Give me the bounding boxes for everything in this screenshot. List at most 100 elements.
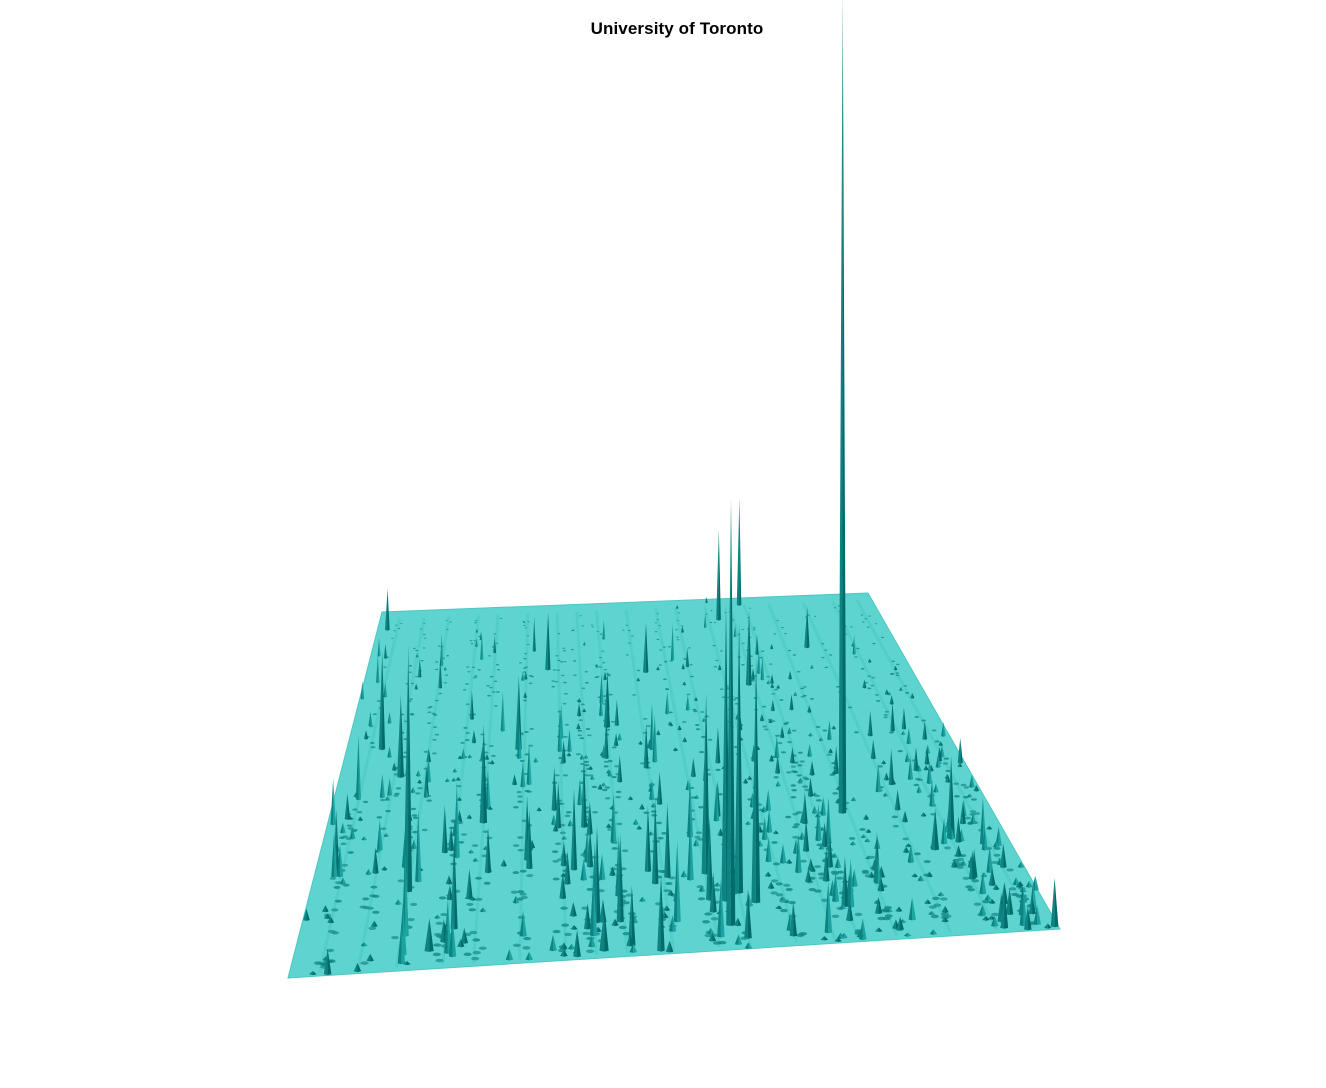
- spike-left-face: [489, 759, 493, 765]
- spike-left-face: [760, 655, 763, 681]
- surface-bump: [792, 654, 797, 656]
- spike-left-face: [938, 741, 941, 747]
- spike-left-face: [567, 819, 571, 827]
- surface-bump: [776, 620, 780, 622]
- surface-bump: [493, 633, 497, 635]
- spike-left-face: [787, 727, 790, 735]
- spike-right-face: [459, 810, 463, 823]
- spike-left-face: [480, 746, 483, 761]
- spike-right-face: [667, 691, 670, 715]
- surface-bump: [489, 675, 494, 678]
- spike-right-face: [900, 916, 904, 931]
- spike-left-face: [615, 835, 619, 897]
- spike-right-face: [583, 755, 587, 828]
- surface-bump: [524, 789, 531, 793]
- spike-left-face: [627, 796, 631, 801]
- surface-bump: [792, 812, 799, 816]
- spike-right-face: [522, 672, 525, 681]
- spike-right-face: [908, 727, 912, 745]
- surface-bump: [556, 669, 560, 671]
- spike-left-face: [825, 797, 829, 844]
- spike-left-face: [908, 897, 913, 921]
- surface-bump: [412, 647, 416, 650]
- spike-left-face: [521, 672, 523, 681]
- surface-bump: [970, 798, 977, 801]
- spike-left-face: [935, 754, 939, 768]
- spike-right-face: [792, 746, 795, 764]
- spike-left-face: [750, 808, 754, 820]
- surface-bump: [473, 640, 477, 642]
- spike-left-face: [776, 684, 779, 689]
- spike-right-face: [440, 657, 442, 689]
- spike-right-face: [834, 852, 838, 858]
- surface-bump: [603, 668, 608, 671]
- spike-right-face: [475, 857, 479, 862]
- spike-left-face: [997, 893, 1002, 923]
- spike-left-face: [395, 899, 399, 905]
- spike-left-face: [573, 929, 578, 958]
- spike-left-face: [372, 847, 376, 874]
- spike-left-face: [824, 881, 829, 934]
- surface-bump: [421, 828, 428, 832]
- surface-bump: [460, 741, 465, 744]
- spike-right-face: [445, 666, 447, 671]
- surface-bump: [854, 731, 859, 734]
- spike-right-face: [854, 634, 856, 655]
- spike-left-face: [616, 833, 621, 923]
- surface-bump: [397, 879, 405, 883]
- spike-left-face: [381, 866, 385, 871]
- spike-left-face: [789, 746, 793, 764]
- surface-bump: [655, 821, 663, 825]
- spike-right-face: [687, 647, 689, 668]
- spike-left-face: [874, 855, 878, 884]
- surface-bump: [478, 946, 487, 950]
- spike-right-face: [705, 693, 710, 875]
- surface-bump: [759, 656, 763, 659]
- surface-bump: [621, 629, 625, 631]
- spike-left-face: [577, 703, 579, 717]
- spike-right-face: [592, 775, 595, 780]
- spike-right-face: [941, 891, 945, 897]
- surface-bump: [877, 765, 883, 768]
- spike-left-face: [475, 638, 477, 648]
- spike-right-face: [401, 924, 406, 965]
- surface-bump: [821, 643, 825, 645]
- surface-bump: [415, 649, 419, 652]
- spike-right-face: [553, 934, 557, 952]
- spike-right-face: [892, 702, 895, 732]
- spike-right-face: [989, 825, 993, 830]
- surface-bump: [586, 949, 595, 954]
- surface-bump: [793, 823, 800, 826]
- surface-bump: [792, 835, 799, 839]
- surface-bump: [523, 699, 527, 702]
- surface-bump: [434, 668, 439, 671]
- surface-bump: [579, 737, 585, 740]
- spike-right-face: [838, 937, 842, 942]
- spike-left-face: [870, 739, 874, 760]
- spike-right-face: [866, 814, 869, 821]
- spike-left-face: [881, 760, 884, 765]
- surface-bump: [523, 658, 527, 660]
- surface-bump: [372, 713, 377, 716]
- spike-left-face: [926, 760, 930, 785]
- surface-bump: [669, 660, 673, 662]
- spike-right-face: [812, 760, 815, 776]
- surface-bump: [917, 778, 923, 782]
- spike-left-face: [643, 722, 647, 769]
- spike-left-face: [986, 845, 990, 873]
- spike-left-face: [803, 818, 807, 852]
- surface-bump: [562, 702, 567, 705]
- surface-bump: [393, 794, 399, 797]
- spike-left-face: [551, 814, 554, 826]
- surface-bump: [444, 674, 449, 676]
- spike-left-face: [717, 664, 720, 671]
- surface-bump: [902, 837, 910, 841]
- surface-bump: [395, 624, 398, 626]
- spike-right-face: [772, 699, 775, 712]
- spike-right-face: [719, 664, 722, 671]
- spike-right-face: [642, 896, 646, 902]
- surface-bump: [971, 879, 980, 883]
- spike-left-face: [484, 754, 487, 760]
- spike-right-face: [458, 819, 462, 824]
- surface-bump: [370, 742, 375, 744]
